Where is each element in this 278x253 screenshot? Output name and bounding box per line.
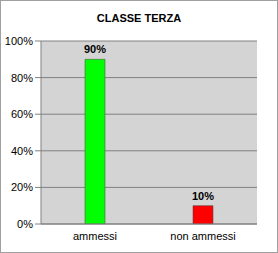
svg-text:ammessi: ammessi bbox=[73, 230, 117, 242]
svg-text:90%: 90% bbox=[84, 43, 106, 55]
html-text:CLASSE TERZA: CLASSE TERZA bbox=[96, 12, 182, 24]
svg-text:0%: 0% bbox=[17, 218, 33, 230]
svg-text:80%: 80% bbox=[11, 72, 33, 84]
svg-text:60%: 60% bbox=[11, 108, 33, 120]
svg-text:20%: 20% bbox=[11, 181, 33, 193]
svg-text:non ammessi: non ammessi bbox=[170, 230, 235, 242]
svg-text:100%: 100% bbox=[8, 35, 33, 47]
svg-text:10%: 10% bbox=[192, 190, 214, 202]
svg-text:40%: 40% bbox=[11, 145, 33, 157]
